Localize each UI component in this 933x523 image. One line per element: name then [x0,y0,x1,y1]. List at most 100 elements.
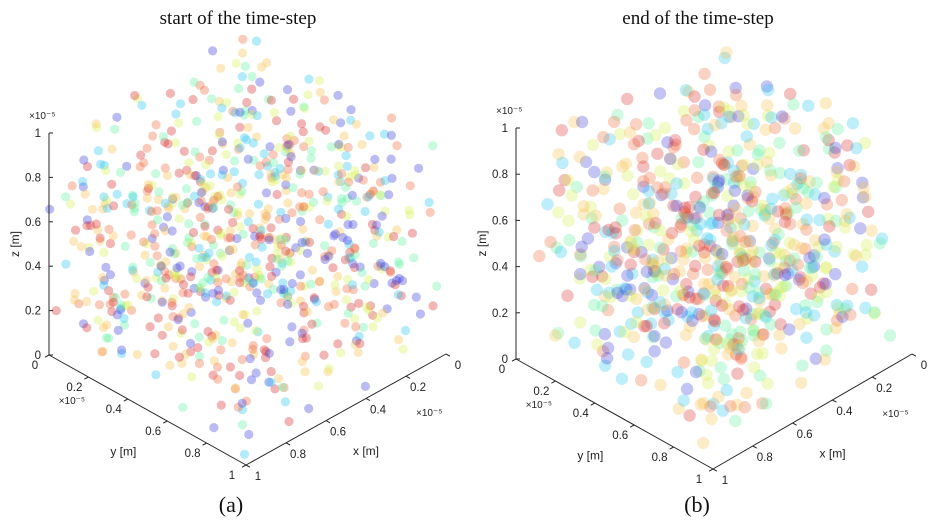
particle-point [670,290,683,303]
particle-point [87,204,98,214]
particle-point [768,121,782,135]
particle-point [862,205,875,218]
particle-point [735,99,748,113]
particle-point [533,249,546,263]
particle-point [297,165,307,175]
particle-point [602,286,616,299]
particle-point [259,345,269,355]
particle-point [228,217,238,228]
particle-point [671,158,685,171]
particle-point [147,220,157,230]
particle-point [251,326,261,336]
particle-point [813,213,826,227]
particle-point [624,258,637,271]
particle-point [589,209,602,222]
particle-point [148,131,158,141]
particle-point [261,347,271,357]
particle-point [371,220,382,230]
particle-point [810,176,823,189]
particle-point [726,237,739,251]
particle-point [732,343,745,356]
particle-point [573,150,586,164]
particle-point [69,295,80,305]
z-exponent-label: ×10⁻⁵ [29,111,55,122]
particle-point [682,285,695,298]
particle-point [783,236,796,249]
particle-point [379,129,390,139]
particle-point [759,310,773,324]
particle-point [184,219,194,229]
particle-point [360,206,370,217]
particle-point [173,315,183,325]
particle-point [200,202,210,212]
particle-point [344,177,354,187]
particle-point [235,323,245,333]
particle-point [786,263,799,277]
particle-point [708,283,722,296]
particle-point [549,329,562,342]
particle-point [740,130,753,143]
panel-b: end of the time-step 00.20.40.60.8100.20… [475,8,927,517]
particle-point [397,236,407,246]
y-tick-label: 0 [32,360,38,372]
particle-point [328,263,338,273]
particle-point [264,94,274,104]
particle-point [653,296,667,309]
particle-point [211,265,222,275]
particle-point [712,390,725,403]
particle-point [707,343,721,356]
particle-point [342,235,353,245]
particle-point [228,106,238,116]
particle-point [319,95,329,105]
particle-point [295,245,305,256]
particle-point [275,254,285,264]
particle-point [716,404,729,417]
particle-point [342,161,352,171]
particle-point [603,250,617,263]
particle-point [387,113,397,123]
particle-point [397,276,408,286]
particle-point [698,251,712,264]
particle-point [187,372,197,382]
particle-point [768,298,782,311]
particle-point [120,289,130,299]
particle-point [136,150,146,160]
particle-point [247,109,257,120]
particle-point [265,142,275,152]
particle-point [217,137,227,147]
particle-point [726,235,739,248]
particle-point [153,215,163,225]
particle-point [740,302,753,315]
particle-point [244,273,254,283]
particle-point [769,288,782,301]
particle-point [334,139,344,149]
particle-point [350,170,360,180]
particle-point [196,287,206,297]
particle-point [225,233,236,243]
particle-point [638,320,651,333]
particle-point [132,349,142,360]
particle-point [729,88,743,102]
particle-point [720,46,733,59]
z-tick-label: 0 [35,350,41,362]
particle-point [841,139,854,152]
particle-point [224,246,235,256]
particle-point [324,364,334,374]
particle-point [735,285,748,298]
particle-point [741,234,755,248]
particle-point [832,301,845,314]
particle-point [704,145,718,158]
particle-point [575,240,588,253]
particle-point [686,314,699,327]
particle-point [185,338,196,348]
particle-point [608,244,621,258]
particle-point [744,248,757,262]
particle-point [654,224,667,237]
particle-point [309,293,319,303]
particle-point [796,218,810,231]
particle-point [756,397,769,410]
particle-point [195,152,205,162]
particle-point [255,223,265,233]
particle-point [768,268,781,281]
particle-point [704,304,718,317]
